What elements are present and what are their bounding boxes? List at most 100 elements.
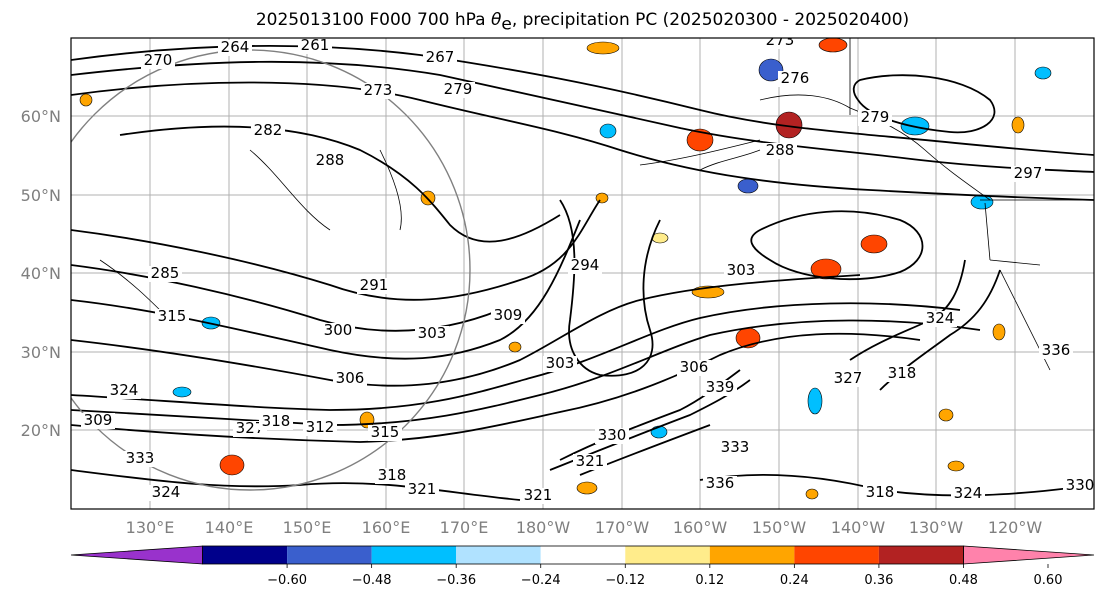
contour-label-bg: [81, 413, 115, 429]
contour-label: 318: [888, 364, 917, 382]
lon-tick-label: 140°W: [831, 518, 886, 537]
contour-label-bg: [568, 258, 602, 274]
contour-label: 318: [262, 412, 291, 430]
contour-label: 336: [706, 474, 735, 492]
contour-label-bg: [141, 53, 175, 69]
political-borders: [849, 38, 1094, 266]
colorbar-extend-left: [70, 545, 203, 565]
contour-labels: 264 261 270 267 273 273 279 276 282 288 288 279 297 2…: [81, 38, 1095, 504]
lon-tick-label: 120°W: [988, 518, 1043, 537]
contour-label-bg: [148, 266, 182, 282]
title-prefix: 2025013100 F000 700 hPa: [255, 10, 491, 30]
contour-line: [71, 302, 961, 411]
contour-label-bg: [677, 360, 711, 376]
contour-label-bg: [149, 485, 183, 501]
contour-label-bg: [863, 485, 897, 501]
contour-label: 288: [316, 151, 345, 169]
contour-line: [119, 125, 561, 243]
colorbar-segment: [456, 546, 541, 564]
map-title: 2025013100 F000 700 hPa θe, precipitatio…: [0, 10, 1105, 34]
colorbar-tick-label: −0.48: [352, 573, 392, 588]
colorbar-tick-label: −0.12: [605, 573, 645, 588]
lon-tick-label: 170°E: [440, 518, 489, 537]
pos-anomaly-blob: [79, 93, 93, 107]
pos-anomaly-blob: [1011, 116, 1025, 134]
contour-label-bg: [415, 326, 449, 342]
contour-label: 330: [598, 426, 627, 444]
contour-label-bg: [1039, 343, 1073, 359]
contour-label-bg: [595, 428, 629, 444]
contour-label-bg: [368, 425, 402, 441]
contour-line: [71, 45, 1094, 156]
colorbar-segment: [625, 546, 710, 564]
title-suffix: , precipitation PC (2025020300 - 2025020…: [511, 10, 910, 30]
lon-tick-label: 150°W: [752, 518, 807, 537]
colorbar-segment: [202, 546, 288, 564]
pos-anomaly-blob: [860, 234, 888, 254]
contour-label: 318: [378, 466, 407, 484]
contour-label-bg: [778, 71, 812, 87]
contour-label-bg: [885, 366, 919, 382]
colorbar-tick-label: 0.60: [1034, 573, 1063, 588]
colorbar-tick-label: −0.60: [267, 573, 307, 588]
contour-label-bg: [831, 371, 865, 387]
contour-label-bg: [357, 278, 391, 294]
contour-label: 285: [151, 264, 180, 282]
contour-label: 312: [306, 418, 335, 436]
kuril-kamchatka-coast: [249, 149, 402, 231]
contour-label-bg: [259, 414, 293, 430]
map-area: 264 261 270 267 273 273 279 276 282 288 288 279 297 2…: [71, 38, 1095, 509]
colorbar-extend-right: [963, 545, 1095, 565]
contour-label: 324: [152, 483, 181, 501]
contour-label-bg: [375, 468, 409, 484]
contour-label-bg: [251, 123, 285, 139]
colorbar-segment: [794, 546, 879, 564]
contour-label: 303: [727, 261, 756, 279]
contour-label: 303: [546, 354, 575, 372]
contour-label-bg: [123, 451, 157, 467]
lat-tick-label: 20°N: [21, 421, 61, 440]
latitude-labels: 60°N 50°N 40°N 30°N 20°N: [21, 107, 61, 440]
lat-tick-label: 30°N: [21, 343, 61, 362]
contour-label: 306: [680, 358, 709, 376]
lon-tick-label: 160°E: [362, 518, 411, 537]
colorbar-tick-label: 0.12: [695, 573, 724, 588]
contour-label-bg: [521, 488, 555, 504]
contour-label: 327: [236, 419, 265, 437]
contour-label: 336: [1042, 341, 1071, 359]
contour-line: [71, 274, 861, 387]
pos-anomaly-blob: [586, 41, 620, 55]
lon-tick-label: 130°E: [126, 518, 175, 537]
contour-label-bg: [298, 38, 332, 54]
contour-label: 330: [1066, 476, 1095, 494]
contour-line: [71, 60, 1094, 173]
neg-anomaly-blob: [1034, 66, 1052, 80]
pos-anomaly-blob: [219, 454, 245, 476]
contour-label-bg: [543, 356, 577, 372]
colorbar-segment: [287, 546, 372, 564]
lon-tick-label: 140°E: [205, 518, 254, 537]
contour-label-bg: [361, 83, 395, 99]
contour-label-bg: [573, 454, 607, 470]
contour-label: 276: [781, 69, 810, 87]
contour-label-bg: [303, 420, 337, 436]
title-symbol: θ: [490, 10, 502, 30]
neg-anomaly-blob: [970, 194, 994, 210]
pos-anomaly-blob: [992, 323, 1006, 341]
lon-tick-label: 170°W: [595, 518, 650, 537]
colorbar-tick-label: 0.48: [949, 573, 978, 588]
contour-line: [71, 319, 981, 426]
contour-label-bg: [1063, 478, 1094, 494]
contour-label-bg: [1011, 166, 1045, 182]
neg-anomaly-blob: [758, 58, 784, 82]
contour-label: 288: [766, 141, 795, 159]
colorbar-segment: [371, 546, 457, 564]
contour-label: 321: [576, 452, 605, 470]
lat-tick-label: 50°N: [21, 186, 61, 205]
contour-label-bg: [724, 263, 758, 279]
contour-label: 306: [336, 369, 365, 387]
pos-anomaly-blob: [947, 460, 965, 472]
pos-anomaly-blob: [810, 258, 842, 280]
positive-anomaly-blobs: [79, 38, 1025, 500]
